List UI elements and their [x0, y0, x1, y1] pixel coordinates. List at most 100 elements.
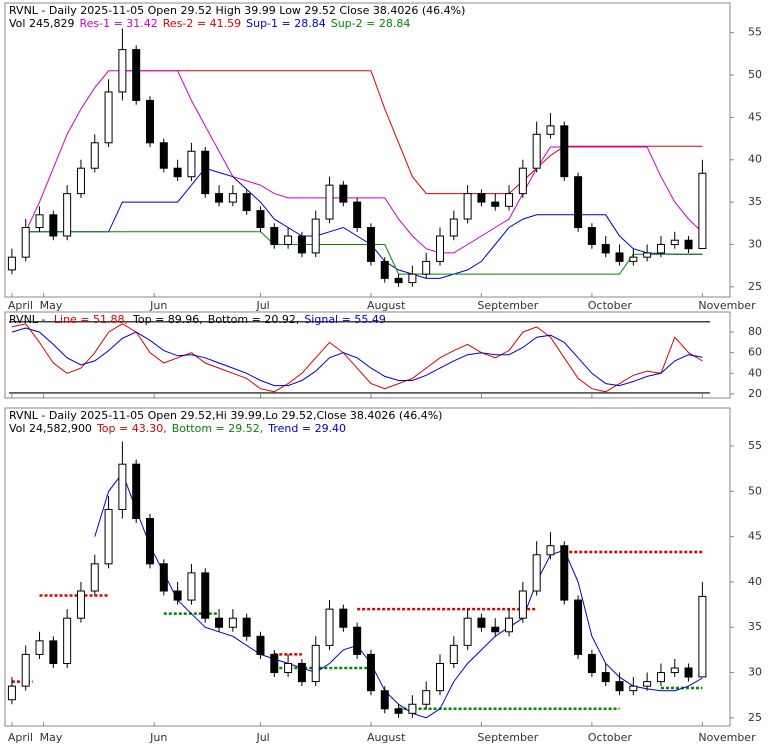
x-tick-label: September: [477, 299, 538, 312]
x-tick-label: April: [8, 731, 33, 744]
candle-body: [394, 708, 403, 714]
candle-body: [353, 626, 362, 655]
candle-body: [684, 667, 693, 678]
candle-body: [256, 210, 265, 229]
legend-entry: Trend = 29.40: [267, 422, 346, 435]
candle-body: [270, 227, 279, 245]
x-tick-label: May: [40, 731, 63, 744]
candle-body: [422, 260, 431, 275]
candle-body: [408, 703, 417, 714]
legend-entry: Sup-2 = 28.84: [331, 17, 411, 30]
candle-body: [270, 653, 279, 674]
y-tick-label: 20: [748, 387, 762, 400]
x-tick-label: August: [367, 299, 406, 312]
y-tick-label: 35: [748, 195, 762, 208]
legend-entry: Bottom = 29.52,: [172, 422, 264, 435]
candle-body: [615, 252, 624, 262]
candle-body: [228, 193, 237, 203]
y-tick-label: 60: [748, 346, 762, 359]
indicator-line: [122, 70, 703, 195]
candle-body: [546, 125, 555, 135]
candle-body: [284, 235, 293, 245]
candle-body: [380, 260, 389, 279]
candle-body: [146, 518, 154, 565]
candle-body: [49, 214, 58, 237]
legend-entry: Top = 43.30,: [96, 422, 167, 435]
x-tick-label: May: [40, 299, 63, 312]
legend: RVNL - Daily 2025-11-05 Open 29.52 High …: [9, 4, 465, 17]
candle-body: [643, 681, 652, 687]
candle-body: [284, 662, 293, 674]
candle-body: [297, 235, 306, 254]
candle-body: [201, 572, 210, 619]
indicator-line: [25, 167, 703, 279]
candle-body: [215, 617, 224, 628]
candle-body: [670, 239, 679, 245]
candle-body: [491, 626, 500, 633]
candle-body: [201, 150, 210, 195]
x-tick-label: April: [8, 299, 33, 312]
candle-body: [560, 125, 569, 178]
candle-body: [353, 201, 362, 229]
panel-frame: [4, 407, 731, 727]
candle-body: [422, 690, 431, 705]
candle-body: [311, 644, 320, 683]
candle-body: [366, 653, 375, 692]
x-tick-label: Jul: [255, 731, 269, 744]
legend-entry: Vol 245,829: [9, 17, 74, 30]
x-tick-label: August: [367, 731, 406, 744]
candle-body: [436, 235, 444, 262]
candle-body: [173, 590, 182, 601]
legend-entry: Res-2 = 41.59: [163, 17, 241, 30]
candle-body: [518, 167, 527, 195]
candle-body: [325, 184, 334, 220]
x-tick-label: Jun: [149, 731, 167, 744]
candle-body: [339, 608, 348, 628]
candle-body: [408, 273, 417, 284]
candle-body: [670, 667, 679, 674]
candle-body: [228, 617, 237, 628]
candle-body: [187, 572, 196, 601]
y-tick-label: 55: [748, 26, 762, 39]
y-tick-label: 30: [748, 237, 762, 250]
candle-body: [463, 617, 472, 646]
candle-body: [21, 653, 30, 687]
indicator-line: [11, 327, 703, 387]
candle-body: [656, 243, 665, 254]
legend-entry: RVNL -: [9, 313, 49, 326]
candle-body: [159, 142, 168, 169]
candle-body: [311, 218, 320, 254]
panel-frame: [4, 311, 731, 399]
candle-body: [35, 214, 44, 229]
x-tick-label: November: [698, 299, 756, 312]
candle-body: [505, 617, 514, 633]
candle-body: [339, 184, 348, 203]
candle-body: [63, 193, 72, 237]
legend: Vol 24,582,900 Top = 43.30, Bottom = 29.52…: [9, 422, 346, 435]
candle-body: [532, 133, 541, 169]
candle-body: [35, 640, 44, 655]
candle-body: [587, 227, 596, 245]
candle-body: [629, 256, 638, 262]
candle-body: [132, 463, 141, 520]
candle-body: [215, 193, 224, 203]
legend-entry: RVNL - Daily 2025-11-05 Open 29.52,Hi 39…: [9, 409, 442, 422]
legend: RVNL - Line = 51.88, Top = 89.96, Bottom =…: [9, 313, 386, 326]
candle-body: [532, 554, 541, 592]
candle-body: [505, 193, 514, 207]
legend-entry: Signal = 55.49: [304, 313, 386, 326]
x-tick-label: Jul: [255, 299, 269, 312]
candle-body: [698, 172, 707, 250]
x-tick-label: September: [477, 731, 538, 744]
x-tick-label: November: [698, 731, 756, 744]
candle-body: [159, 563, 168, 592]
candle-body: [477, 193, 486, 203]
x-tick-label: October: [588, 731, 632, 744]
x-tick-label: Jun: [149, 299, 167, 312]
legend-entry: Bottom = 20.92,: [208, 313, 300, 326]
candle-body: [449, 218, 458, 237]
candle-body: [118, 49, 127, 93]
legend-entry: RVNL - Daily 2025-11-05 Open 29.52 High …: [9, 4, 465, 17]
candle-body: [560, 545, 569, 601]
